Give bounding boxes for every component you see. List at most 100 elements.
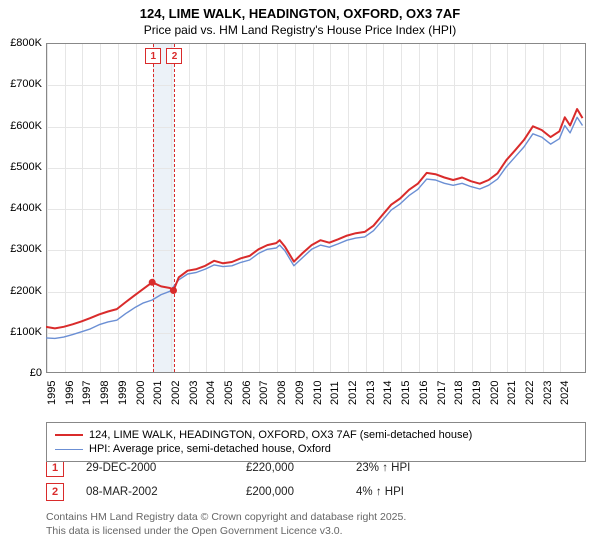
- x-tick-label: 2003: [188, 381, 200, 405]
- gridline-v: [242, 44, 243, 372]
- y-tick-label: £500K: [0, 161, 42, 173]
- x-tick-label: 2002: [170, 381, 182, 405]
- x-tick-label: 1995: [46, 381, 58, 405]
- legend-box: 124, LIME WALK, HEADINGTON, OXFORD, OX3 …: [46, 422, 586, 462]
- gridline-v: [118, 44, 119, 372]
- gridline-v: [419, 44, 420, 372]
- gridline-v: [401, 44, 402, 372]
- sale-marker-badge: 1: [145, 48, 161, 64]
- gridline-v: [560, 44, 561, 372]
- x-tick-label: 2005: [223, 381, 235, 405]
- y-tick-label: £400K: [0, 202, 42, 214]
- gridline-v: [313, 44, 314, 372]
- gridline-v: [100, 44, 101, 372]
- sale-marker-badge: 2: [166, 48, 182, 64]
- x-tick-label: 2019: [471, 381, 483, 405]
- sales-table: 129-DEC-2000£220,00023% ↑ HPI208-MAR-200…: [46, 459, 600, 501]
- y-tick-label: £800K: [0, 37, 42, 49]
- gridline-v: [171, 44, 172, 372]
- y-tick-label: £600K: [0, 120, 42, 132]
- footer-line-1: Contains HM Land Registry data © Crown c…: [46, 511, 600, 525]
- title-line-1: 124, LIME WALK, HEADINGTON, OXFORD, OX3 …: [0, 6, 600, 21]
- gridline-h: [47, 292, 585, 293]
- legend-row: HPI: Average price, semi-detached house,…: [55, 443, 577, 455]
- x-tick-label: 2014: [382, 381, 394, 405]
- gridline-h: [47, 168, 585, 169]
- sale-price: £200,000: [246, 486, 356, 498]
- sale-delta: 4% ↑ HPI: [356, 486, 404, 498]
- gridline-v: [348, 44, 349, 372]
- x-tick-label: 2022: [524, 381, 536, 405]
- x-tick-label: 2020: [489, 381, 501, 405]
- gridline-v: [136, 44, 137, 372]
- x-tick-label: 2007: [258, 381, 270, 405]
- chart-container: 12 £0£100K£200K£300K£400K£500K£600K£700K…: [46, 43, 586, 373]
- sale-price: £220,000: [246, 462, 356, 474]
- gridline-v: [277, 44, 278, 372]
- gridline-v: [490, 44, 491, 372]
- y-tick-label: £0: [0, 367, 42, 379]
- x-tick-label: 2010: [312, 381, 324, 405]
- x-tick-label: 2021: [506, 381, 518, 405]
- x-tick-label: 2001: [152, 381, 164, 405]
- x-tick-label: 2023: [542, 381, 554, 405]
- x-tick-label: 2024: [559, 381, 571, 405]
- x-tick-label: 2000: [135, 381, 147, 405]
- gridline-v: [189, 44, 190, 372]
- x-tick-label: 1996: [64, 381, 76, 405]
- gridline-v: [206, 44, 207, 372]
- legend-label: HPI: Average price, semi-detached house,…: [89, 443, 331, 455]
- gridline-v: [507, 44, 508, 372]
- x-tick-label: 2009: [294, 381, 306, 405]
- plot-area: 12: [46, 43, 586, 373]
- y-tick-label: £200K: [0, 285, 42, 297]
- gridline-h: [47, 209, 585, 210]
- gridline-v: [47, 44, 48, 372]
- sale-date: 29-DEC-2000: [86, 462, 246, 474]
- footer-line-2: This data is licensed under the Open Gov…: [46, 525, 600, 539]
- x-tick-label: 1998: [99, 381, 111, 405]
- gridline-v: [383, 44, 384, 372]
- x-tick-label: 2013: [365, 381, 377, 405]
- gridline-v: [82, 44, 83, 372]
- sale-badge: 2: [46, 483, 64, 501]
- gridline-v: [437, 44, 438, 372]
- x-tick-label: 2004: [205, 381, 217, 405]
- gridline-h: [47, 250, 585, 251]
- gridline-v: [295, 44, 296, 372]
- gridline-v: [65, 44, 66, 372]
- x-tick-label: 2016: [418, 381, 430, 405]
- legend-swatch: [55, 434, 83, 436]
- sale-vline: [153, 44, 154, 372]
- gridline-v: [454, 44, 455, 372]
- x-tick-label: 2017: [436, 381, 448, 405]
- x-tick-label: 1997: [81, 381, 93, 405]
- footer: Contains HM Land Registry data © Crown c…: [46, 511, 600, 538]
- sale-delta: 23% ↑ HPI: [356, 462, 410, 474]
- legend-label: 124, LIME WALK, HEADINGTON, OXFORD, OX3 …: [89, 429, 472, 441]
- y-tick-label: £100K: [0, 326, 42, 338]
- x-tick-label: 2011: [329, 381, 341, 405]
- title-line-2: Price paid vs. HM Land Registry's House …: [0, 23, 600, 37]
- gridline-v: [472, 44, 473, 372]
- sale-vline: [174, 44, 175, 372]
- sale-date: 08-MAR-2002: [86, 486, 246, 498]
- x-tick-label: 1999: [117, 381, 129, 405]
- x-tick-label: 2015: [400, 381, 412, 405]
- gridline-h: [47, 85, 585, 86]
- gridline-v: [543, 44, 544, 372]
- gridline-v: [330, 44, 331, 372]
- x-tick-label: 2008: [276, 381, 288, 405]
- sale-row: 2 08-MAR-2002£200,0004% ↑ HPI: [46, 483, 600, 501]
- y-tick-label: £300K: [0, 243, 42, 255]
- legend-swatch: [55, 449, 83, 450]
- y-tick-label: £700K: [0, 78, 42, 90]
- x-tick-label: 2006: [241, 381, 253, 405]
- gridline-h: [47, 333, 585, 334]
- gridline-v: [525, 44, 526, 372]
- legend-row: 124, LIME WALK, HEADINGTON, OXFORD, OX3 …: [55, 429, 577, 441]
- gridline-v: [366, 44, 367, 372]
- gridline-v: [224, 44, 225, 372]
- gridline-v: [259, 44, 260, 372]
- x-tick-label: 2012: [347, 381, 359, 405]
